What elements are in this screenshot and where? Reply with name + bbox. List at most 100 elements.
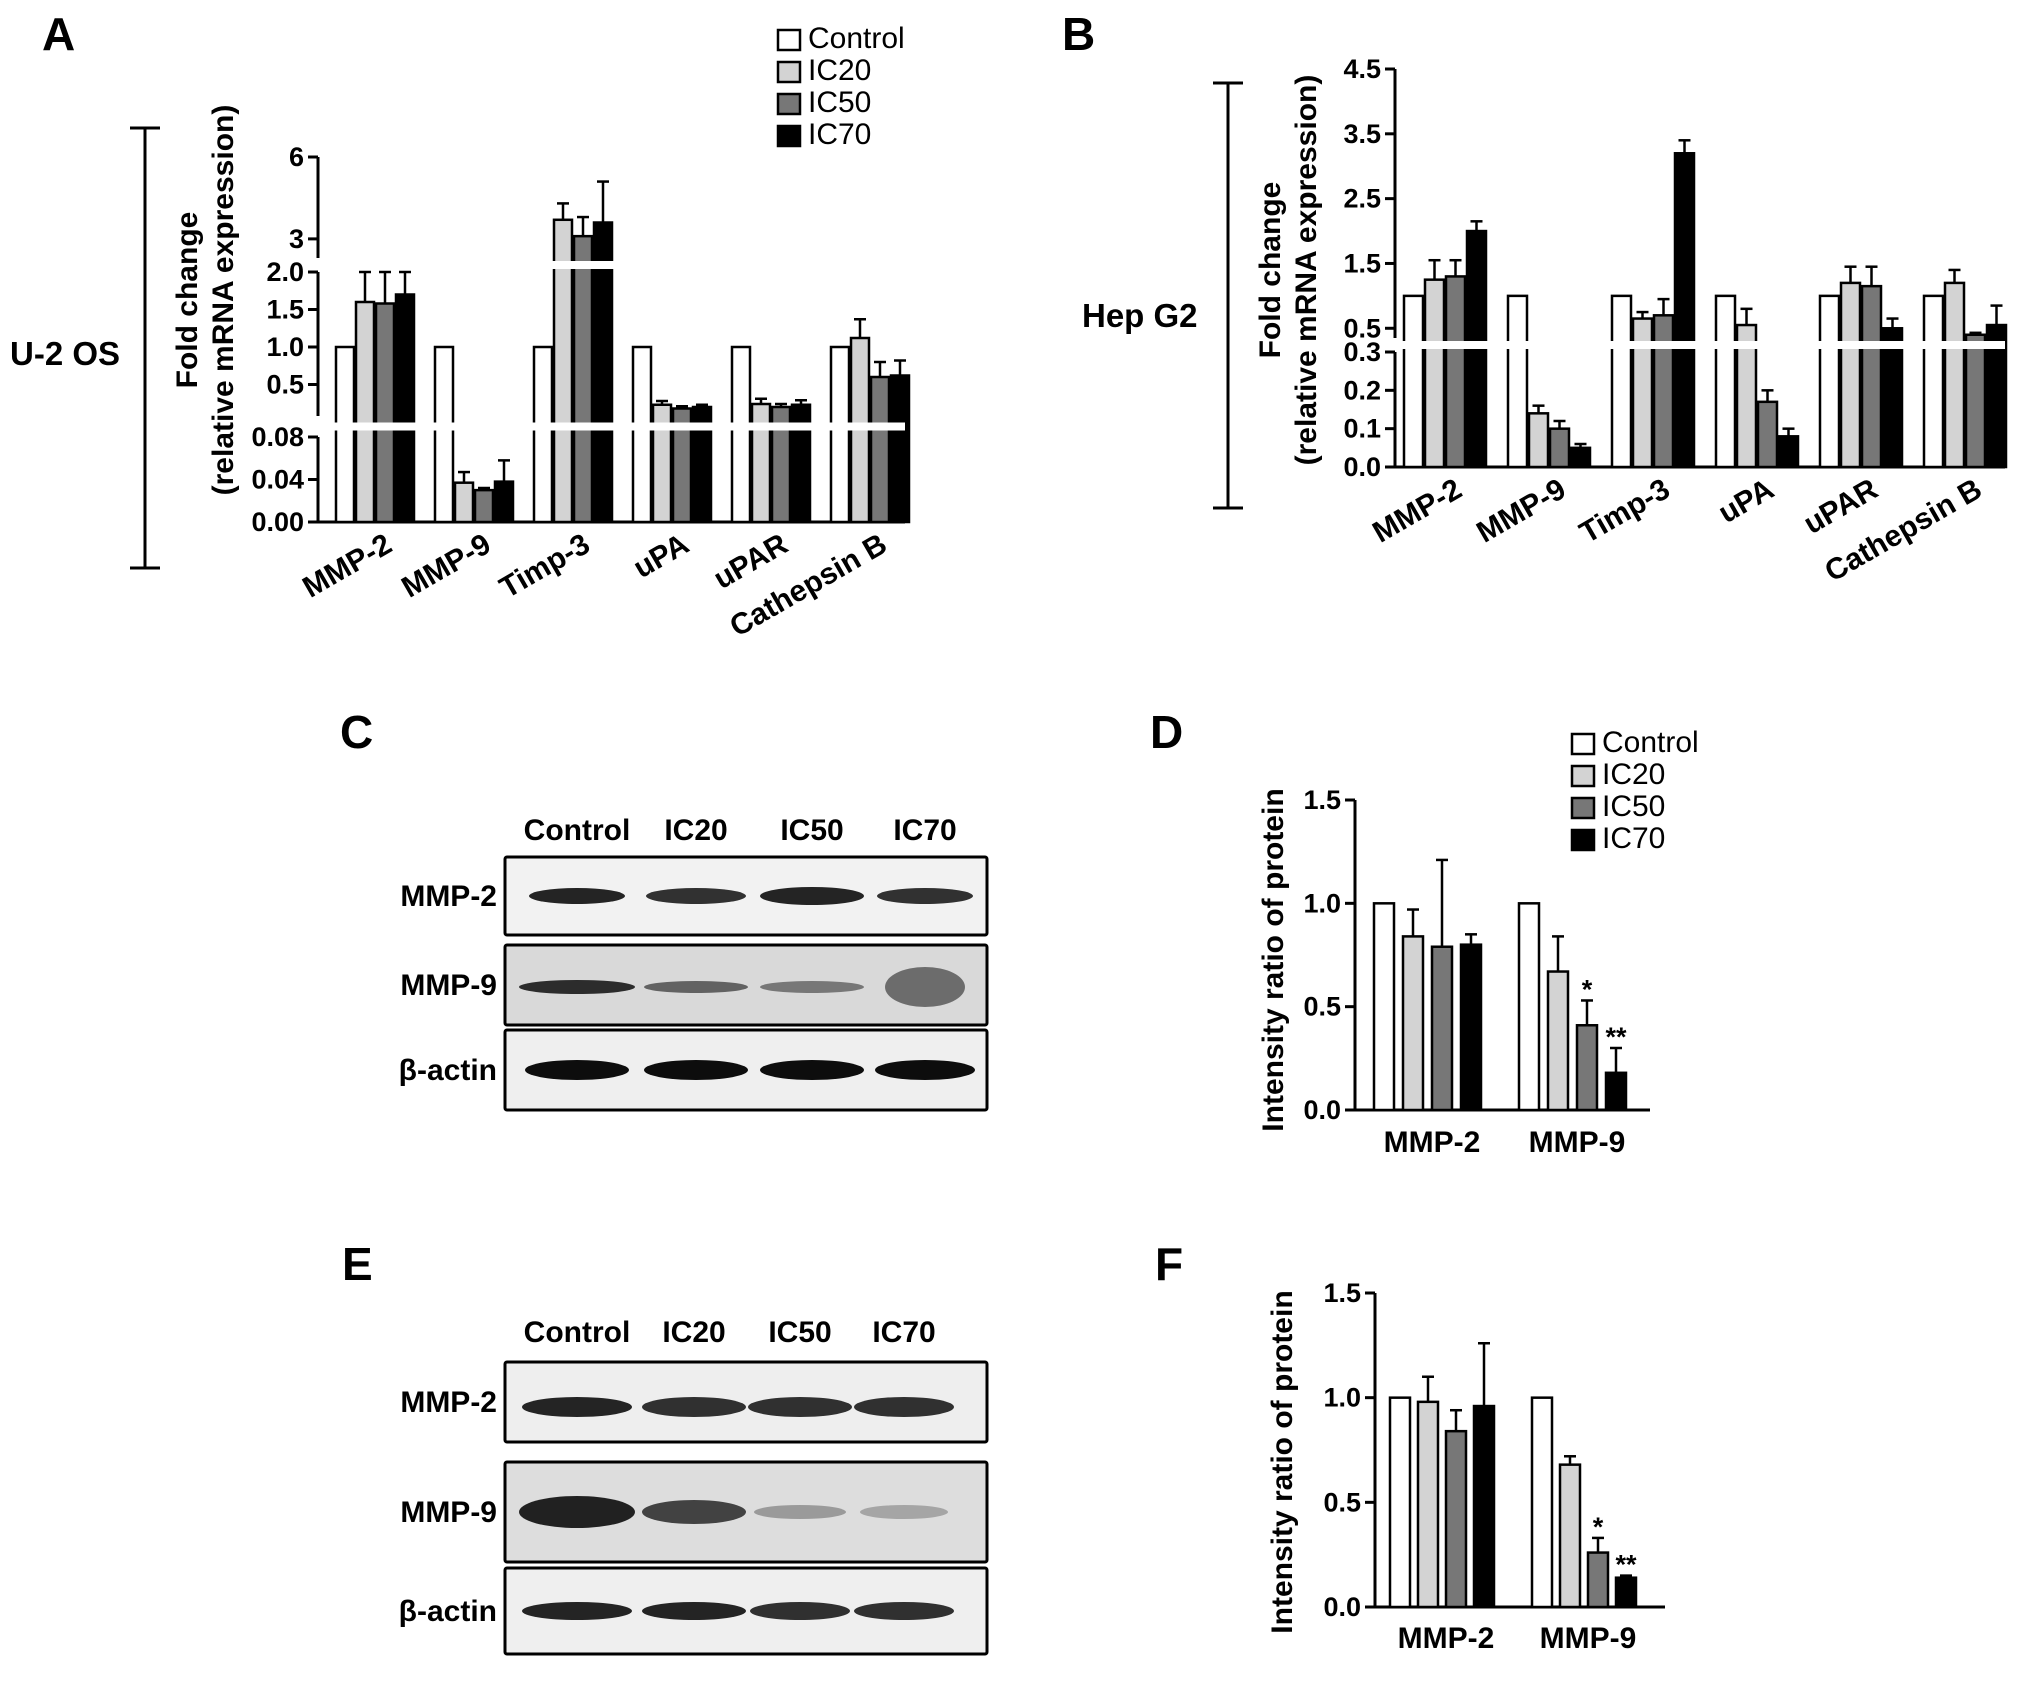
category-label-upa: uPA (1713, 472, 1780, 529)
bar-cathepsin-b-control (829, 345, 851, 524)
bar-cathepsin-b-ic50 (1964, 333, 1987, 469)
protein-band (854, 1397, 954, 1417)
y-tick-label: 0.2 (1343, 375, 1381, 405)
bar-mmp-9-control (1506, 294, 1529, 469)
category-label-mmp-9: MMP-9 (396, 527, 496, 604)
y-tick-label: 0.5 (1303, 992, 1341, 1022)
y-tick-label: 1.5 (1323, 1278, 1361, 1308)
protein-band (529, 888, 625, 904)
bar-upar-ic20 (750, 402, 772, 524)
side-label-hepg2: Hep G2 (1082, 297, 1198, 334)
protein-band (644, 1060, 748, 1080)
bar-mmp-9-control (433, 345, 455, 524)
y-tick-label: 0.0 (1323, 1592, 1361, 1622)
protein-band (860, 1505, 948, 1519)
bar-timp-3-ic50 (572, 234, 594, 524)
y-axis-label: Intensity ratio of protein (1266, 1290, 1299, 1633)
y-tick-label: 0.04 (251, 465, 304, 495)
protein-band (748, 1397, 852, 1417)
legend-swatch-ic70 (776, 124, 802, 148)
category-label-upa: uPA (628, 527, 695, 584)
bar-mmp-9-ic50 (473, 488, 495, 524)
bar-timp-3-control (1610, 294, 1633, 469)
bar-mmp-2-ic20 (1401, 935, 1425, 1112)
western-blot-c: Control IC20 IC50 IC70 MMP-2 MMP-9 β-actin (399, 814, 989, 1112)
blot-row-label: β-actin (399, 1054, 497, 1087)
legend-swatch-ic70 (1570, 828, 1596, 852)
bar-upar-ic70 (1881, 327, 1904, 469)
protein-band (642, 1397, 746, 1417)
y-tick-label: 0.3 (1343, 337, 1381, 367)
lane-label-ic70: IC70 (872, 1316, 935, 1349)
category-label-mmp-2: MMP-2 (1384, 1126, 1481, 1159)
bar-mmp-9-ic70 (1569, 446, 1592, 469)
blot-strip-mmp-9 (503, 943, 989, 1027)
chart-b: 0.0 0.1 0.2 0.30.5 1.5 2.5 3.5 4.5 MMP-2 MMP-9 Tim… (1254, 54, 2008, 589)
bar-upar-control (730, 345, 752, 524)
category-label-mmp-2: MMP-2 (1367, 472, 1467, 549)
protein-band (885, 967, 965, 1007)
y-tick-label: 1.0 (1303, 888, 1341, 918)
bar-timp-3-ic70 (1673, 152, 1696, 469)
chart-d: 0.0 0.5 1.0 1.5 MMP-2 MMP-9 Intensity ratio of… (1257, 785, 1650, 1159)
bar-mmp-2-ic20 (1416, 1400, 1440, 1609)
bar-upar-ic20 (1839, 281, 1862, 469)
panel-label-f: F (1155, 1238, 1183, 1290)
y-tick-label: 0.5 (266, 370, 304, 400)
lane-label-ic70: IC70 (893, 814, 956, 847)
bar-mmp-2-ic50 (1430, 945, 1454, 1112)
protein-band (644, 981, 748, 993)
western-blot-e: Control IC20 IC50 IC70 MMP-2 MMP-9 β-actin (399, 1316, 989, 1656)
panel-label-e: E (342, 1238, 373, 1290)
y-tick-label: 1.0 (266, 332, 304, 362)
bar-upa-ic50 (1756, 400, 1779, 469)
protein-band (522, 1397, 632, 1417)
bar-upa-ic20 (651, 403, 673, 524)
bar-mmp-2-control (1372, 902, 1396, 1112)
side-label-u2os: U-2 OS (10, 335, 120, 372)
bar-mmp-9-control (1530, 1396, 1554, 1609)
legend-label-ic50: IC50 (1602, 790, 1665, 823)
bar-mmp-9-ic20 (1527, 412, 1550, 469)
protein-band (760, 981, 864, 993)
y-tick-label: 0.00 (251, 507, 304, 537)
protein-band (525, 1060, 629, 1080)
lane-label-ic50: IC50 (768, 1316, 831, 1349)
bar-mmp-2-control (1388, 1396, 1412, 1609)
legend-label-ic70: IC70 (808, 118, 871, 151)
bar-mmp-2-control (334, 345, 356, 524)
y-tick-label: 3 (289, 224, 304, 254)
bar-mmp-2-ic20 (354, 300, 376, 524)
bar-mmp-9-ic50 (1548, 427, 1571, 469)
bar-timp-3-control (532, 345, 554, 524)
bar-mmp-9-ic50 (1575, 1024, 1599, 1112)
protein-band (760, 1060, 864, 1080)
y-axis-label: Fold change (1254, 182, 1287, 359)
y-tick-label: 0.5 (1343, 313, 1381, 343)
bar-cathepsin-b-ic70 (889, 374, 911, 524)
axis-break (304, 261, 905, 269)
y-axis-label: (relative mRNA expression) (207, 105, 240, 496)
bar-cathepsin-b-control (1922, 294, 1945, 469)
protein-band (754, 1505, 846, 1519)
bar-mmp-2-ic50 (1444, 275, 1467, 469)
bar-mmp-9-ic20 (1558, 1463, 1582, 1609)
protein-band (519, 980, 635, 994)
category-label-mmp-9: MMP-9 (1540, 1622, 1637, 1655)
y-tick-label: 6 (289, 142, 304, 172)
bracket-hepg2 (1213, 81, 1243, 510)
bar-upa-ic70 (1777, 435, 1800, 469)
y-axis-label: Intensity ratio of protein (1257, 788, 1290, 1131)
chart-a: 0.00 0.04 0.08 0.5 1.0 1.5 2.03 6 MMP-2MMP-9Timp… (171, 105, 911, 644)
bar-cathepsin-b-ic20 (1943, 281, 1966, 469)
lane-label-ic20: IC20 (662, 1316, 725, 1349)
category-label-mmp-9: MMP-9 (1529, 1126, 1626, 1159)
bar-mmp-2-ic50 (1444, 1429, 1468, 1609)
legend-label-ic20: IC20 (1602, 758, 1665, 791)
y-tick-label: 1.5 (1343, 248, 1381, 278)
legend-label-ic20: IC20 (808, 54, 871, 87)
protein-band (522, 1602, 632, 1620)
y-tick-label: 0.0 (1303, 1095, 1341, 1125)
